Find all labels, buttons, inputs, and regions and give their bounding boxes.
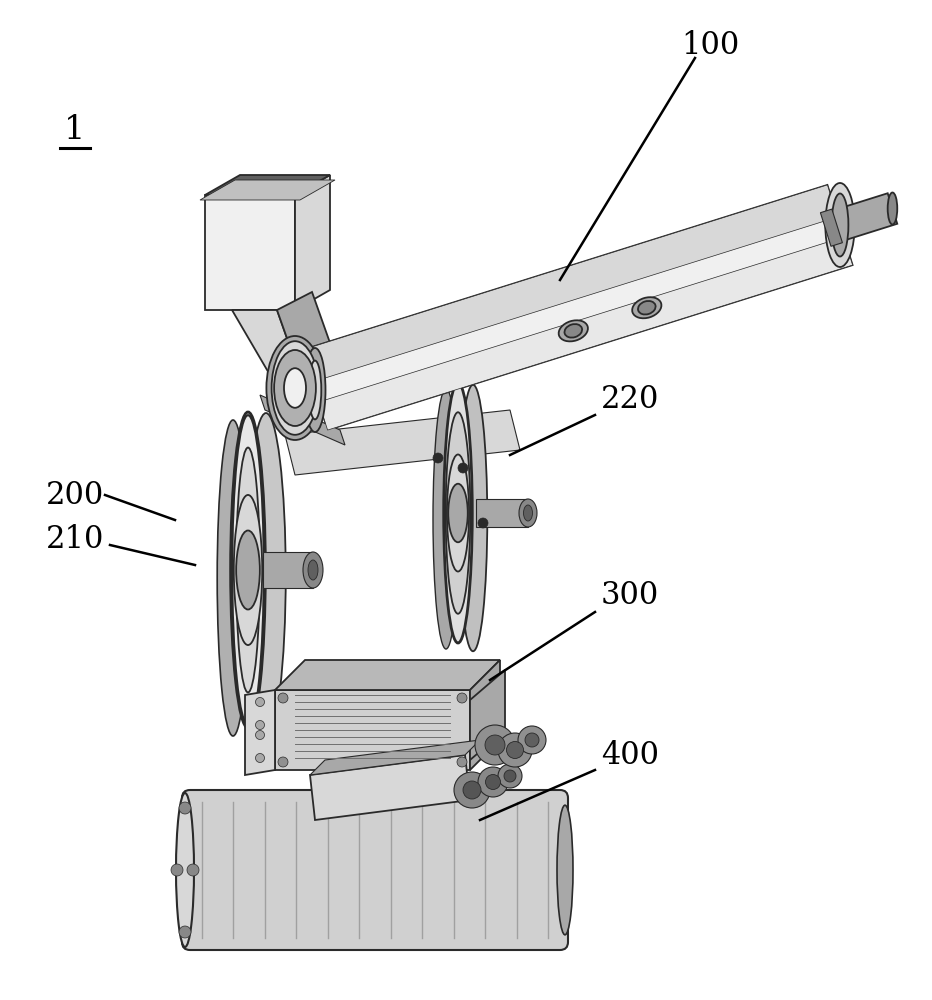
Polygon shape (470, 670, 505, 760)
Ellipse shape (831, 194, 848, 256)
Polygon shape (245, 690, 275, 775)
Ellipse shape (448, 484, 468, 542)
Polygon shape (470, 660, 500, 770)
Ellipse shape (255, 720, 265, 730)
Polygon shape (835, 193, 898, 240)
Ellipse shape (445, 412, 471, 614)
Text: 300: 300 (601, 580, 659, 610)
Ellipse shape (447, 454, 469, 572)
Polygon shape (200, 180, 335, 200)
Ellipse shape (475, 725, 515, 765)
Ellipse shape (171, 864, 183, 876)
Ellipse shape (486, 774, 500, 790)
Ellipse shape (284, 368, 306, 408)
Ellipse shape (826, 183, 855, 267)
Ellipse shape (179, 802, 191, 814)
Polygon shape (476, 499, 528, 527)
Ellipse shape (558, 320, 588, 341)
Ellipse shape (518, 726, 546, 754)
Polygon shape (302, 185, 838, 382)
Ellipse shape (278, 757, 288, 767)
Ellipse shape (271, 341, 319, 435)
Ellipse shape (255, 698, 265, 706)
Ellipse shape (565, 324, 582, 338)
Polygon shape (275, 660, 500, 690)
Ellipse shape (234, 495, 262, 645)
Polygon shape (205, 195, 295, 310)
Ellipse shape (887, 193, 898, 225)
Ellipse shape (485, 735, 505, 755)
Ellipse shape (444, 383, 473, 643)
Ellipse shape (478, 767, 508, 797)
Ellipse shape (236, 448, 260, 692)
Ellipse shape (255, 754, 265, 762)
Ellipse shape (463, 781, 481, 799)
Polygon shape (295, 175, 330, 310)
Ellipse shape (498, 764, 522, 788)
Ellipse shape (179, 926, 191, 938)
Polygon shape (205, 175, 330, 195)
Ellipse shape (433, 389, 459, 649)
Ellipse shape (433, 453, 443, 463)
Ellipse shape (274, 350, 316, 426)
Ellipse shape (525, 733, 539, 747)
Polygon shape (285, 410, 520, 475)
Ellipse shape (557, 805, 573, 935)
Ellipse shape (278, 693, 288, 703)
Ellipse shape (458, 463, 468, 473)
Ellipse shape (236, 530, 260, 609)
Ellipse shape (638, 301, 655, 314)
Ellipse shape (267, 336, 323, 440)
Ellipse shape (217, 420, 249, 736)
Ellipse shape (305, 348, 325, 432)
Ellipse shape (519, 499, 537, 527)
Polygon shape (310, 755, 470, 820)
Ellipse shape (478, 518, 488, 528)
Ellipse shape (498, 733, 532, 767)
Polygon shape (263, 552, 313, 588)
Polygon shape (820, 209, 843, 246)
Ellipse shape (230, 412, 266, 728)
Ellipse shape (246, 413, 286, 737)
Ellipse shape (232, 415, 264, 725)
Polygon shape (275, 690, 470, 770)
Ellipse shape (457, 693, 467, 703)
Ellipse shape (459, 385, 487, 651)
Text: 1: 1 (64, 114, 86, 146)
Polygon shape (260, 395, 345, 445)
Text: 400: 400 (601, 740, 659, 770)
Ellipse shape (176, 793, 194, 947)
FancyBboxPatch shape (182, 790, 568, 950)
Ellipse shape (308, 361, 322, 419)
Polygon shape (319, 237, 853, 430)
Ellipse shape (255, 730, 265, 740)
Ellipse shape (303, 552, 323, 588)
Ellipse shape (308, 560, 318, 580)
Ellipse shape (632, 297, 662, 318)
Polygon shape (302, 185, 853, 430)
Polygon shape (277, 292, 335, 375)
Ellipse shape (524, 505, 532, 521)
Text: 210: 210 (46, 524, 104, 556)
Text: 100: 100 (681, 29, 739, 60)
Ellipse shape (187, 864, 199, 876)
Polygon shape (310, 740, 480, 775)
Ellipse shape (454, 772, 490, 808)
Ellipse shape (506, 742, 524, 758)
Text: 220: 220 (601, 384, 659, 416)
Text: 200: 200 (46, 480, 104, 510)
Polygon shape (232, 310, 300, 375)
Ellipse shape (457, 757, 467, 767)
Ellipse shape (504, 770, 516, 782)
